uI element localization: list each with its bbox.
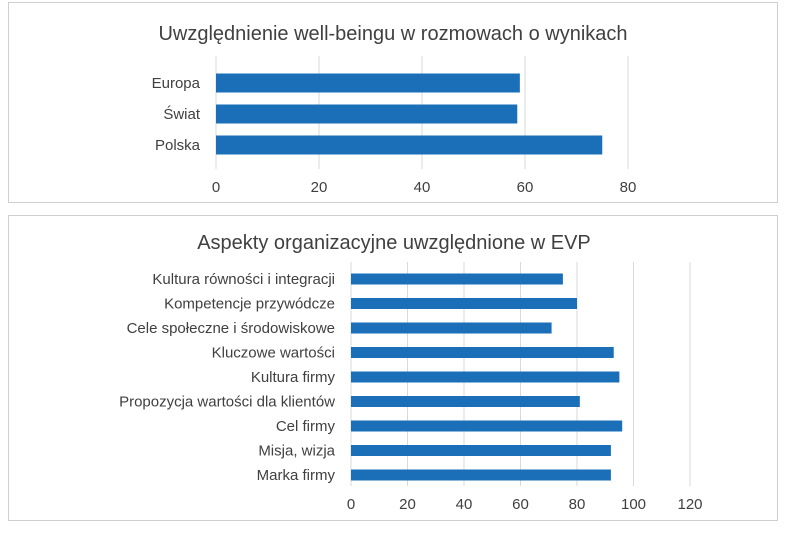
chart-title: Aspekty organizacyjne uwzględnione w EVP (197, 232, 591, 254)
bar (216, 135, 603, 155)
bar (351, 322, 552, 334)
x-tick-label: 100 (621, 496, 646, 513)
category-label: Kultura firmy (251, 369, 336, 386)
bar (351, 445, 611, 456)
bar (216, 104, 518, 124)
category-label: Cel firmy (276, 418, 336, 435)
bar (351, 396, 580, 407)
bar (216, 73, 520, 93)
x-tick-label: 60 (512, 496, 529, 513)
chart-panel-wellbeing: Uwzględnienie well-beingu w rozmowach o … (8, 2, 778, 203)
category-label: Kompetencje przywódcze (164, 296, 335, 313)
bar (351, 273, 563, 285)
bar (351, 347, 614, 358)
category-label: Kluczowe wartości (212, 345, 335, 362)
category-label: Cele społeczne i środowiskowe (127, 320, 335, 337)
x-tick-label: 40 (414, 179, 431, 196)
x-tick-label: 0 (347, 496, 355, 513)
wellbeing-bar-chart: Uwzględnienie well-beingu w rozmowach o … (152, 23, 637, 196)
bar (351, 298, 577, 309)
x-tick-label: 80 (569, 496, 586, 513)
category-label: Świat (163, 105, 201, 123)
x-tick-label: 20 (399, 496, 416, 513)
category-label: Polska (155, 137, 201, 154)
x-tick-label: 20 (311, 179, 328, 196)
x-tick-label: 40 (456, 496, 473, 513)
x-tick-label: 60 (517, 179, 534, 196)
x-tick-label: 0 (212, 179, 220, 196)
category-label: Europa (152, 75, 201, 92)
x-tick-label: 80 (620, 179, 637, 196)
category-label: Kultura równości i integracji (152, 271, 335, 288)
evp-bar-chart: Aspekty organizacyjne uwzględnione w EVP… (119, 232, 702, 513)
bar (351, 420, 623, 432)
category-label: Marka firmy (257, 467, 336, 484)
x-tick-label: 120 (677, 496, 702, 513)
bar (351, 371, 620, 383)
category-label: Propozycja wartości dla klientów (119, 394, 335, 411)
bar (351, 469, 611, 481)
category-label: Misja, wizja (258, 443, 335, 460)
chart-panel-evp: Aspekty organizacyjne uwzględnione w EVP… (8, 215, 778, 521)
chart-title: Uwzględnienie well-beingu w rozmowach o … (158, 23, 627, 45)
